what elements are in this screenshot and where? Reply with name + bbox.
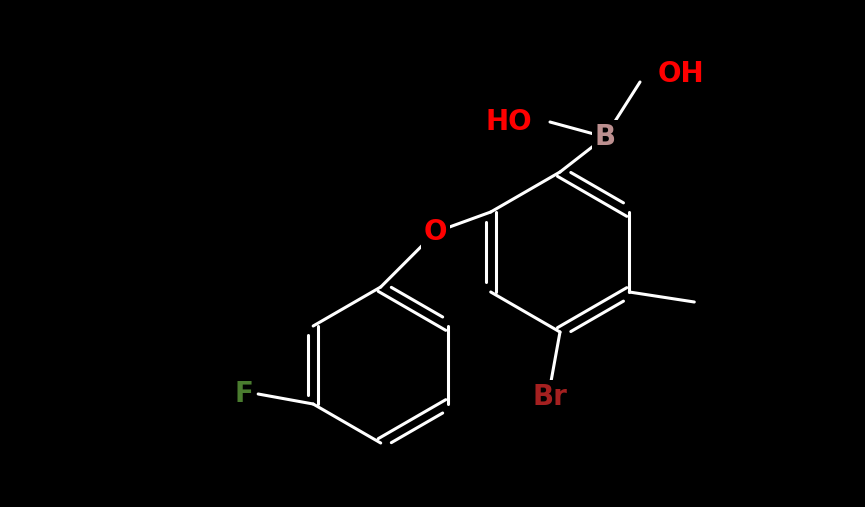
Text: Br: Br: [533, 383, 567, 411]
Text: O: O: [424, 218, 447, 246]
Text: HO: HO: [485, 108, 532, 136]
Text: F: F: [234, 380, 253, 408]
Text: B: B: [594, 123, 616, 151]
Text: OH: OH: [658, 60, 705, 88]
